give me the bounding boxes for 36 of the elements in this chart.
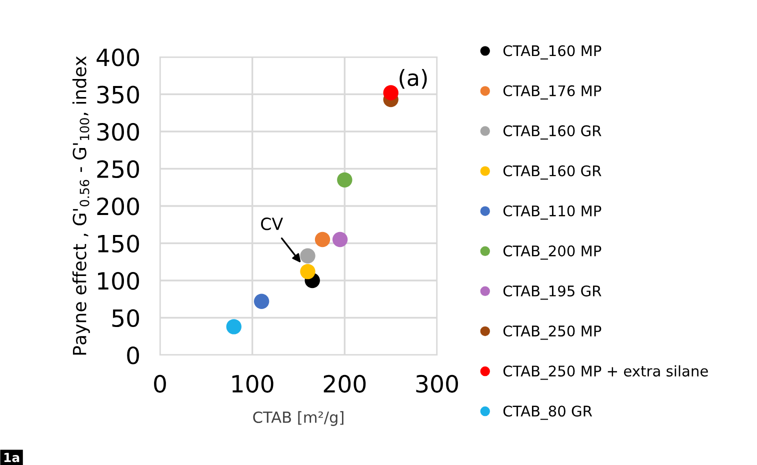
legend-label: CTAB_200 MP (503, 245, 602, 260)
point (314, 232, 330, 248)
point (226, 319, 242, 334)
legend-label: CTAB_250 MP + extra silane (503, 365, 708, 380)
legend-label: CTAB_80 GR (503, 406, 592, 420)
y-tick-label: 300 (97, 122, 139, 141)
y-tick-label: 350 (97, 86, 139, 104)
legend-label: CTAB_160 GR (503, 165, 602, 180)
point (332, 232, 348, 248)
legend-label: CTAB_160 MP (503, 45, 602, 60)
point (254, 294, 270, 309)
legend-label: CTAB_250 MP (503, 325, 602, 340)
x-tick-label: 100 (232, 374, 274, 393)
y-tick-label: 400 (96, 48, 139, 66)
point (300, 248, 316, 264)
legend-label: CTAB_176 MP (503, 85, 602, 100)
annotation: CV (261, 218, 284, 230)
y-tick-label: 250 (97, 160, 139, 178)
y-tick-label: 50 (112, 309, 139, 328)
x-axis-title: CTAB [m²/g] (253, 411, 344, 426)
y-tick-label: 150 (98, 234, 139, 253)
x-tick-label: 0 (154, 374, 166, 393)
point (383, 85, 398, 100)
legend-label: CTAB_110 MP (503, 205, 602, 220)
y-axis-title: Payne effect , G'$_{0.56}$ - G'$_{100}$, index (72, 56, 90, 355)
legend-label: CTAB_160 GR (503, 125, 602, 140)
point (337, 172, 352, 188)
point (300, 264, 316, 280)
legend-label: CTAB_195 GR (503, 285, 602, 300)
x-tick-label: 300 (416, 374, 458, 393)
y-tick-label: 200 (97, 197, 139, 216)
text: 1a (4, 452, 20, 462)
annotation: (a) (400, 68, 427, 89)
x-tick-label: 200 (324, 374, 366, 393)
y-tick-label: 0 (127, 346, 139, 364)
y-tick-label: 100 (98, 272, 139, 290)
